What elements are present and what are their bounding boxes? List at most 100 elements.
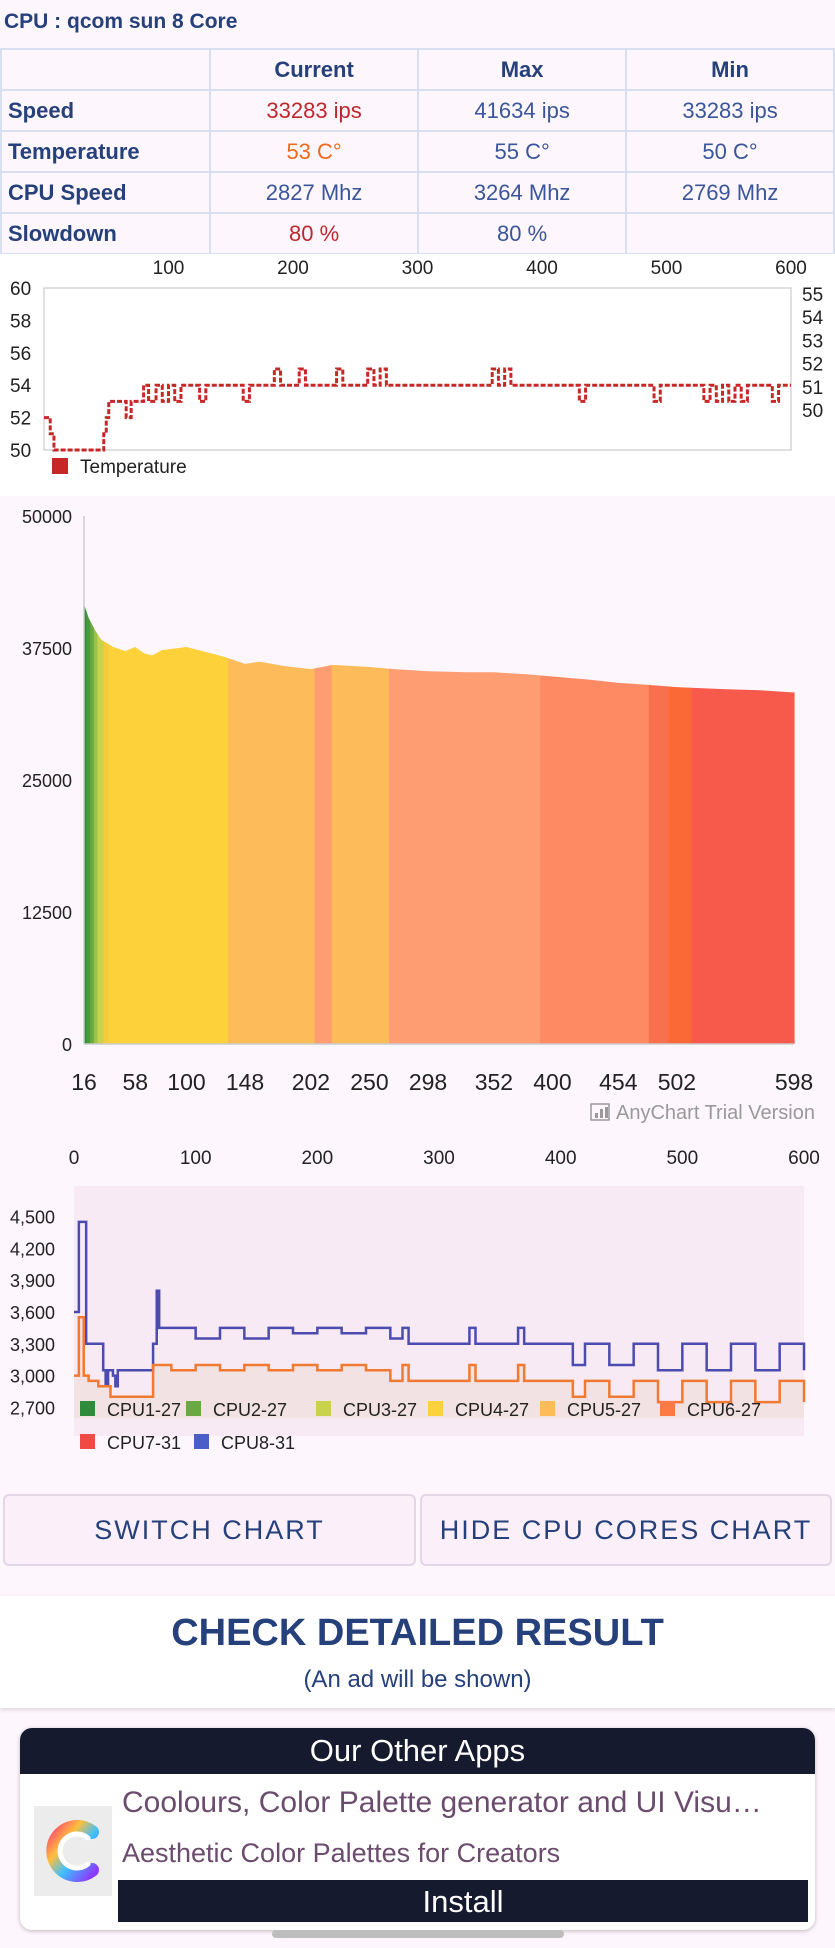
chart-watermark: AnyChart Trial Version <box>616 1102 815 1124</box>
y-tick-label: 50000 <box>22 507 72 527</box>
x-tick-label: 298 <box>409 1069 447 1095</box>
y-tick-label-right: 52 <box>802 355 823 376</box>
y-tick-label-left: 52 <box>10 409 31 430</box>
legend-label: CPU2-27 <box>213 1400 287 1420</box>
x-tick-label: 148 <box>226 1069 264 1095</box>
temperature-min-value: 50 C° <box>625 130 835 173</box>
app-logo-icon[interactable] <box>34 1806 112 1896</box>
detail-title: CHECK DETAILED RESULT <box>171 1612 664 1654</box>
cpu-speed-current-value: 2827 Mhz <box>208 171 420 214</box>
x-tick-label: 502 <box>658 1069 696 1095</box>
legend-label: CPU3-27 <box>343 1400 417 1420</box>
home-indicator[interactable] <box>272 1930 564 1938</box>
switch-chart-button[interactable]: SWITCH CHART <box>3 1494 416 1566</box>
legend-swatch <box>52 458 68 474</box>
cpu-cores-chart: 0 100 200 300 400 500 600 4,500 4,200 3,900 3,600… <box>10 1148 820 1453</box>
y-tick-label: 3,900 <box>10 1271 55 1291</box>
app-name-link[interactable]: Coolours, Color Palette generator and UI… <box>122 1786 762 1819</box>
temperature-current-value: 53 C° <box>208 130 420 173</box>
y-tick-label-left: 54 <box>10 376 32 397</box>
app-tagline: Aesthetic Color Palettes for Creators <box>122 1838 561 1868</box>
y-tick-label: 3,300 <box>10 1335 55 1355</box>
x-tick-label: 58 <box>122 1069 148 1095</box>
legend-label: CPU6-27 <box>687 1400 761 1420</box>
y-tick-label: 12500 <box>22 903 72 923</box>
cpu8-series-line <box>74 1220 806 1388</box>
table-row: Speed 33283 ips 41634 ips 33283 ips <box>0 89 835 132</box>
column-header: Max <box>417 48 628 91</box>
x-tick-label: 500 <box>666 1148 698 1169</box>
chart-watermark-icon <box>590 1103 610 1121</box>
table-row: Temperature 53 C° 55 C° 50 C° <box>0 130 835 173</box>
x-tick-label: 100 <box>180 1148 212 1169</box>
table-header-row: Current Max Min <box>0 48 835 91</box>
speed-bar <box>86 516 91 1044</box>
speed-bar <box>97 516 105 1044</box>
table-row: CPU Speed 2827 Mhz 3264 Mhz 2769 Mhz <box>0 171 835 214</box>
check-detailed-result-button[interactable]: CHECK DETAILED RESULT (An ad will be sho… <box>0 1596 835 1708</box>
y-tick-label-right: 54 <box>802 308 824 329</box>
x-tick-label: 100 <box>153 258 185 279</box>
y-tick-label: 0 <box>62 1035 72 1055</box>
column-header: Current <box>208 48 420 91</box>
legend-label: Temperature <box>80 457 187 478</box>
column-header: Min <box>625 48 835 91</box>
x-tick-label: 100 <box>167 1069 205 1095</box>
row-label: Temperature <box>0 130 211 173</box>
y-tick-label-left: 50 <box>10 441 31 462</box>
y-tick-label: 2,700 <box>10 1398 55 1418</box>
legend-label: CPU5-27 <box>567 1400 641 1420</box>
x-tick-label: 598 <box>775 1069 813 1095</box>
speed-current-value: 33283 ips <box>208 89 420 132</box>
cpu-speed-min-value: 2769 Mhz <box>625 171 835 214</box>
other-apps-header: Our Other Apps <box>20 1728 815 1774</box>
y-tick-label-left: 58 <box>10 311 31 332</box>
y-tick-label: 3,600 <box>10 1303 55 1323</box>
y-tick-label-right: 53 <box>802 331 823 352</box>
speed-bar <box>93 516 99 1044</box>
install-button[interactable]: Install <box>118 1880 808 1922</box>
page-title: CPU : qcom sun 8 Core <box>4 10 238 33</box>
x-tick-label: 200 <box>301 1148 333 1169</box>
legend-swatch <box>316 1401 331 1416</box>
temperature-max-value: 55 C° <box>417 130 628 173</box>
y-tick-label-right: 51 <box>802 378 823 399</box>
detail-subtitle: (An ad will be shown) <box>303 1666 532 1693</box>
legend-label: CPU4-27 <box>455 1400 529 1420</box>
y-tick-label: 37500 <box>22 639 72 659</box>
row-label: Speed <box>0 89 211 132</box>
legend-swatch <box>80 1401 95 1416</box>
x-tick-label: 600 <box>788 1148 820 1169</box>
speed-bar <box>103 516 109 1044</box>
y-tick-label-left: 60 <box>10 279 31 300</box>
x-tick-label: 454 <box>599 1069 638 1095</box>
speed-max-value: 41634 ips <box>417 89 628 132</box>
legend-label: CPU8-31 <box>221 1433 295 1453</box>
row-label: Slowdown <box>0 212 211 255</box>
legend-swatch <box>80 1434 95 1449</box>
legend-swatch <box>194 1434 209 1449</box>
y-tick-label-left: 56 <box>10 344 31 365</box>
speed-chart: 50000 37500 25000 12500 0 16 58 100 148 202 250 29… <box>22 507 815 1124</box>
stats-table: Current Max Min Speed 33283 ips 41634 ip… <box>0 48 835 255</box>
speed-bar <box>90 516 95 1044</box>
x-tick-label: 600 <box>775 258 807 279</box>
x-tick-label: 352 <box>475 1069 513 1095</box>
x-tick-label: 500 <box>651 258 683 279</box>
x-tick-label: 300 <box>402 258 434 279</box>
legend-swatch <box>428 1401 443 1416</box>
x-tick-label: 200 <box>277 258 309 279</box>
x-tick-label: 250 <box>350 1069 388 1095</box>
slowdown-max-value: 80 % <box>417 212 628 255</box>
cpu6-series-line <box>74 1316 806 1404</box>
y-tick-label: 3,000 <box>10 1367 55 1387</box>
x-tick-label: 0 <box>69 1148 80 1169</box>
x-tick-label: 202 <box>292 1069 330 1095</box>
legend-label: CPU1-27 <box>107 1400 181 1420</box>
slowdown-current-value: 80 % <box>208 212 420 255</box>
speed-min-value: 33283 ips <box>625 89 835 132</box>
legend-swatch <box>660 1401 675 1416</box>
hide-cpu-cores-chart-button[interactable]: HIDE CPU CORES CHART <box>420 1494 832 1566</box>
x-tick-label: 16 <box>71 1069 97 1095</box>
